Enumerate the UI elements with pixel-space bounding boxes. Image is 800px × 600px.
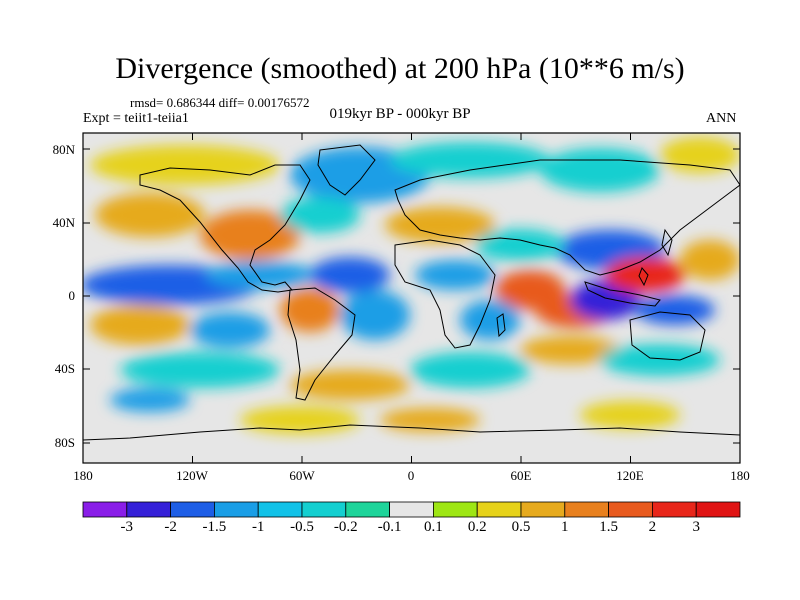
divergence-field — [83, 133, 740, 463]
colorbar-swatch — [170, 501, 215, 518]
colorbar-label: -0.5 — [290, 519, 314, 535]
colorbar-swatch — [257, 501, 303, 518]
period-label: 019kyr BP - 000kyr BP — [329, 106, 471, 122]
colorbar-swatch — [389, 501, 434, 518]
lon-tick-label: 120W — [176, 468, 208, 483]
season-label: ANN — [706, 111, 737, 126]
colorbar-swatch — [213, 501, 259, 518]
tick-marks — [82, 133, 741, 463]
plot-title: Divergence (smoothed) at 200 hPa (10**6 … — [115, 52, 685, 85]
colorbar-swatch — [82, 501, 128, 518]
colorbar-swatch — [126, 501, 172, 518]
colorbar-label: 3 — [692, 519, 700, 535]
colorbar-label: -3 — [120, 519, 134, 535]
colorbar-swatch — [608, 501, 653, 518]
lat-tick-label: 40S — [54, 361, 75, 376]
colorbar-label: -1 — [251, 519, 265, 535]
colorbar-swatch — [345, 501, 390, 518]
lon-tick-label: 60E — [510, 468, 532, 483]
lat-tick-label: 40N — [52, 215, 75, 230]
colorbar-label: 0.2 — [467, 519, 487, 535]
colorbar — [82, 501, 741, 518]
colorbar-label: 2 — [648, 519, 657, 535]
colorbar-label: 1.5 — [599, 519, 618, 535]
lon-tick-label: 180 — [73, 468, 93, 483]
colorbar-label: 1 — [561, 519, 569, 535]
experiment-label: Expt = teiit1-teiia1 — [83, 111, 189, 126]
colorbar-label: -0.1 — [377, 519, 402, 535]
colorbar-swatch — [520, 501, 566, 518]
colorbar-label: -0.2 — [333, 519, 358, 535]
lon-tick-label: 180 — [730, 468, 750, 483]
lon-tick-label: 60W — [289, 468, 315, 483]
colorbar-label: -2 — [164, 519, 177, 535]
colorbar-swatch — [476, 501, 522, 518]
colorbar-swatch — [695, 501, 741, 518]
colorbar-swatch — [301, 501, 347, 518]
colorbar-swatch — [564, 501, 609, 518]
colorbar-label: -1.5 — [202, 519, 227, 535]
lat-tick-label: 0 — [68, 288, 76, 303]
colorbar-swatch — [652, 501, 697, 518]
coastlines — [83, 144, 740, 441]
lat-tick-label: 80S — [54, 435, 75, 450]
lon-tick-label: 120E — [616, 468, 644, 483]
colorbar-swatch — [432, 501, 478, 518]
colorbar-label: 0.1 — [424, 519, 443, 535]
lat-tick-label: 80N — [52, 142, 75, 157]
lon-tick-label: 0 — [407, 468, 415, 483]
colorbar-label: 0.5 — [511, 519, 531, 535]
stats-annotation: rmsd= 0.686344 diff= 0.00176572 — [130, 95, 310, 110]
